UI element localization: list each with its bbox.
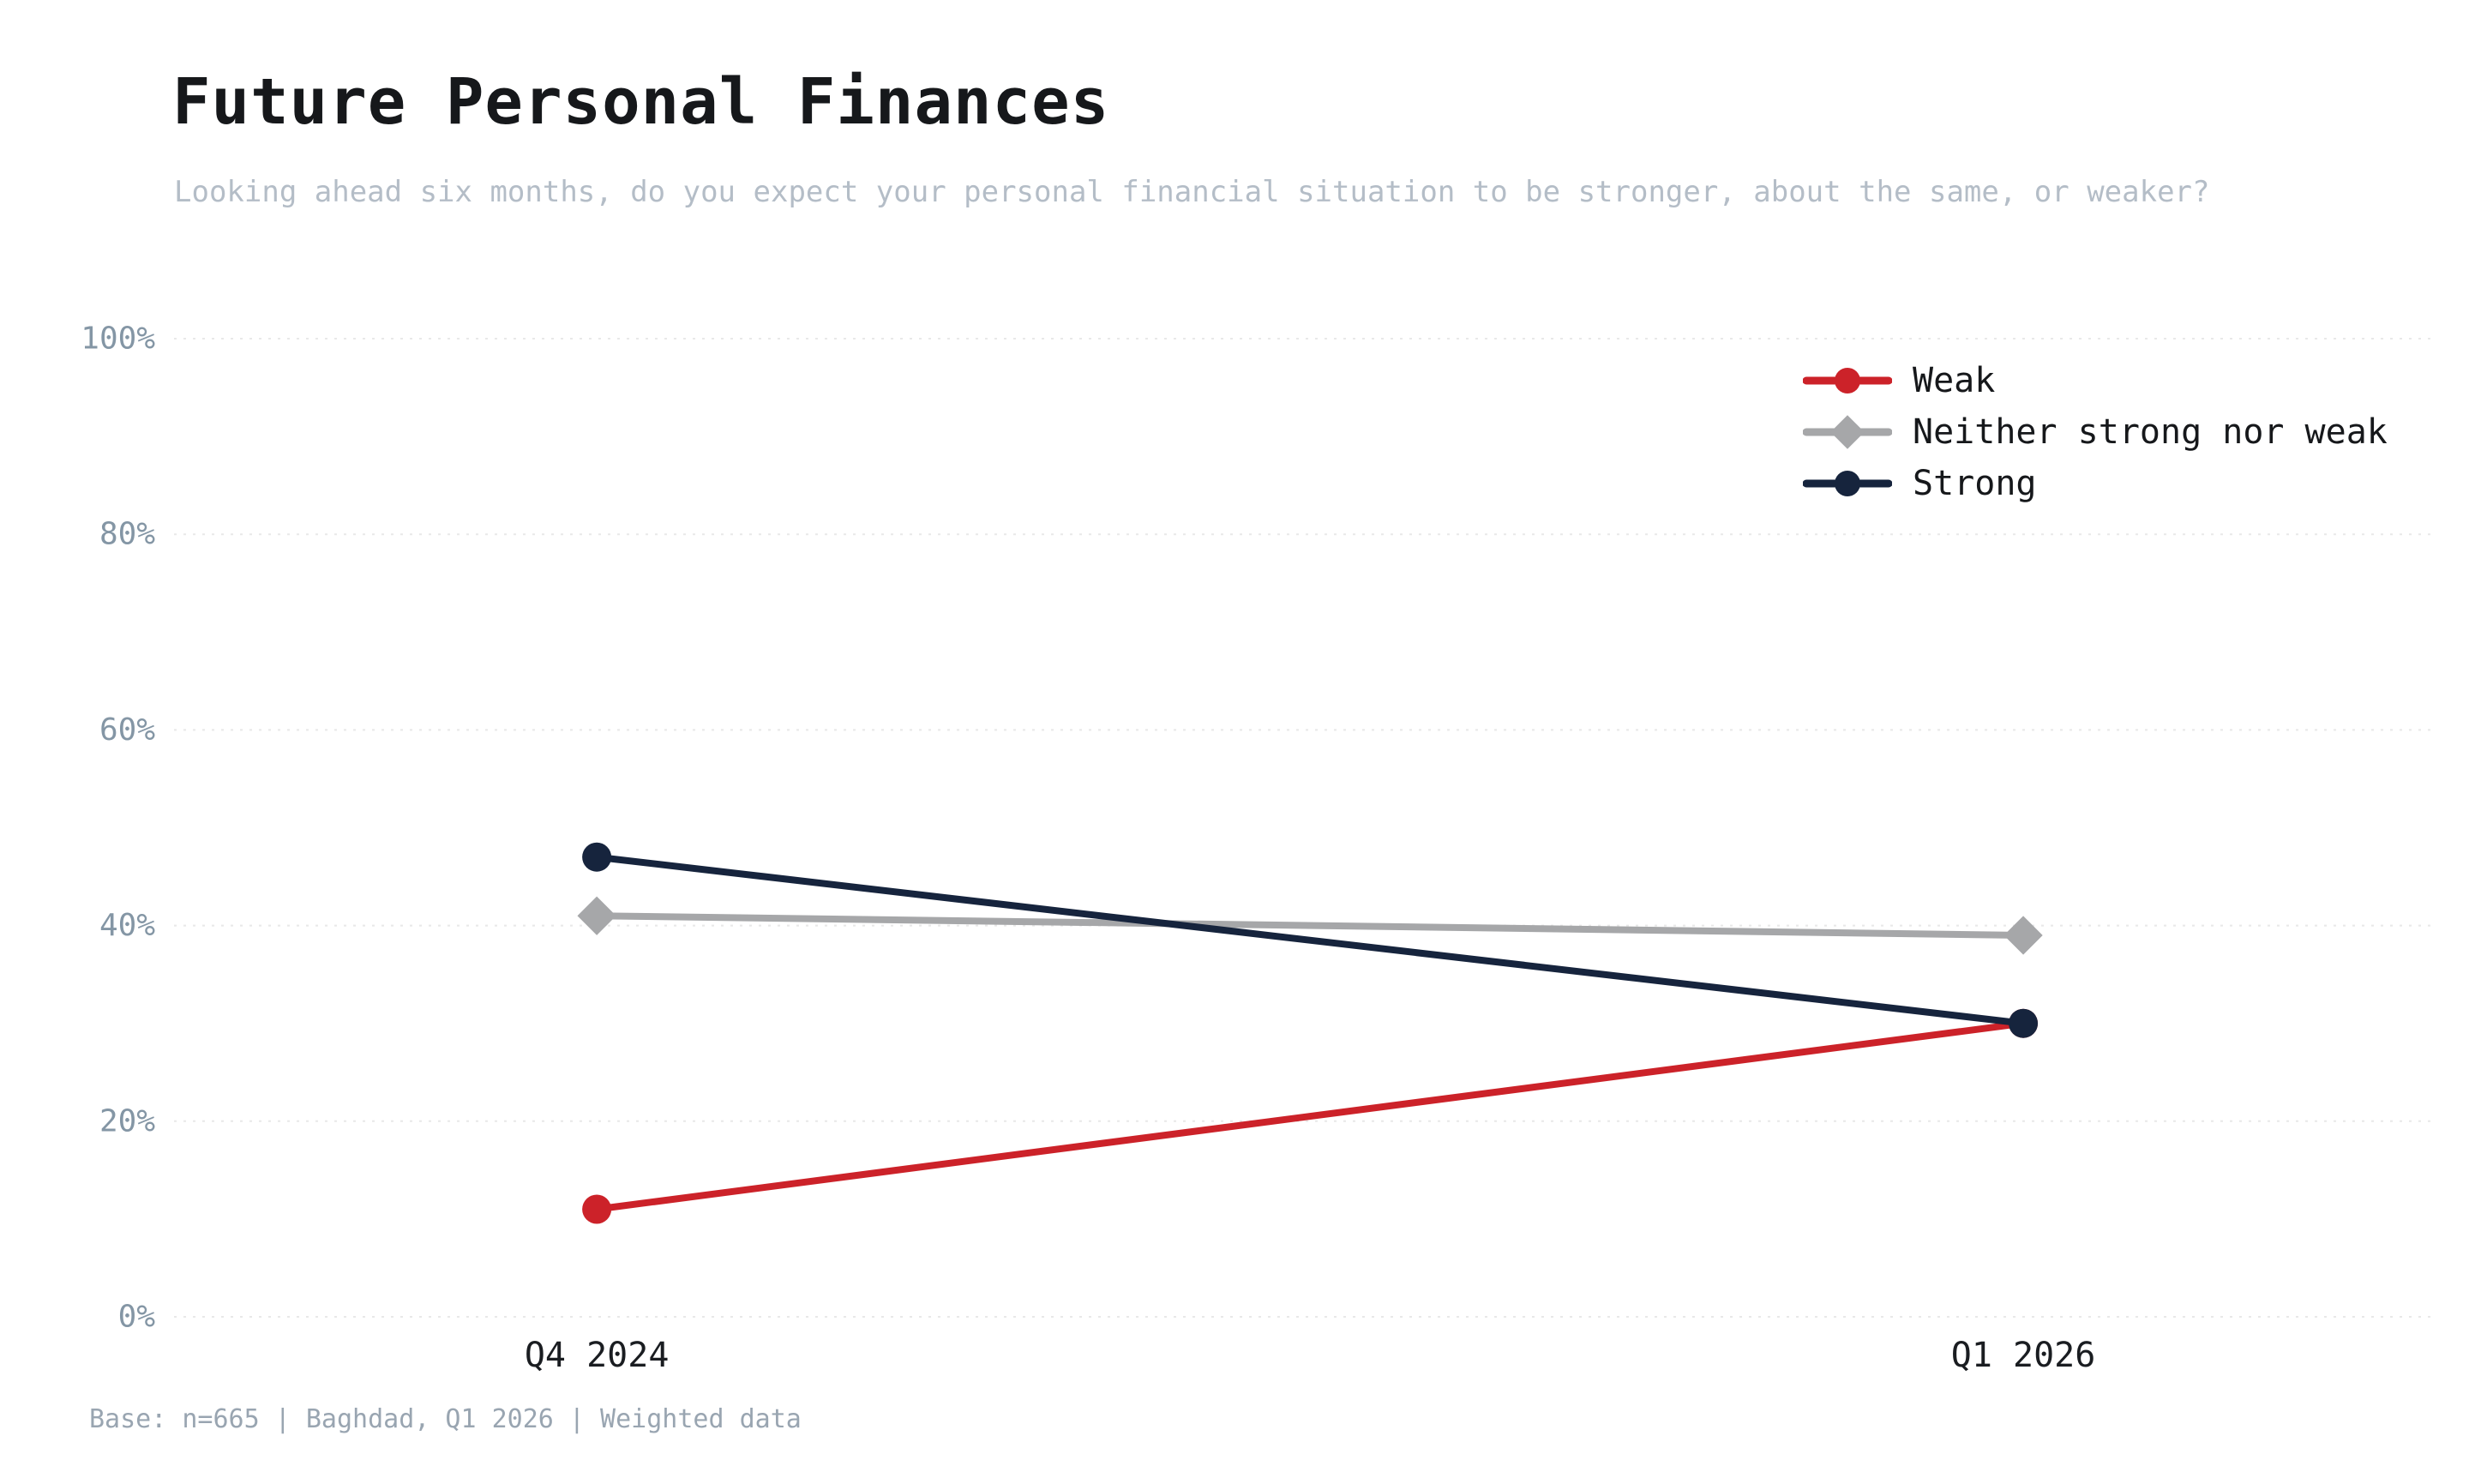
series-line-strong: [593, 853, 2027, 1027]
data-point-marker-strong: [582, 842, 612, 872]
data-point-marker-neither-strong-nor-weak: [577, 896, 616, 935]
legend-marker-weak-icon: [1803, 363, 1892, 398]
series-neither-strong-nor-weak: [577, 896, 2043, 955]
legend-label-strong: Strong: [1913, 464, 2037, 503]
y-tick-label: 60%: [99, 712, 155, 748]
legend-label-weak: Weak: [1913, 361, 1996, 400]
grid-and-y-axis: 0% 20% 40% 60% 80% 100%: [81, 321, 2435, 1335]
chart-subtitle: Looking ahead six months, do you expect …: [174, 175, 2210, 209]
y-tick-label: 40%: [99, 908, 155, 943]
data-point-marker-neither-strong-nor-weak: [2003, 916, 2043, 955]
y-tick-label: 20%: [99, 1103, 155, 1139]
y-tick-label: 0%: [118, 1300, 156, 1335]
legend-item-neither: Neither strong nor weak: [1803, 406, 2388, 458]
series-line-weak: [593, 1019, 2027, 1213]
chart-footnote: Base: n=665 | Baghdad, Q1 2026 | Weighte…: [89, 1404, 802, 1434]
y-tick-label: 80%: [99, 517, 155, 552]
legend-item-strong: Strong: [1803, 458, 2388, 509]
data-point-marker-weak: [582, 1194, 612, 1224]
chart-legend: Weak Neither strong nor weak Strong: [1803, 355, 2388, 509]
chart-title: Future Personal Finances: [172, 65, 1110, 139]
series-strong: [582, 842, 2039, 1038]
x-tick-label: Q4 2024: [525, 1336, 670, 1375]
legend-item-weak: Weak: [1803, 355, 2388, 406]
data-point-marker-strong: [2009, 1008, 2039, 1038]
legend-marker-neither-icon: [1803, 415, 1892, 449]
series-weak: [582, 1008, 2039, 1224]
legend-marker-strong-icon: [1803, 466, 1892, 501]
legend-label-neither: Neither strong nor weak: [1913, 412, 2388, 452]
series-line-neither-strong-nor-weak: [593, 912, 2027, 940]
x-tick-label: Q1 2026: [1951, 1336, 2096, 1375]
y-tick-label: 100%: [81, 321, 155, 357]
